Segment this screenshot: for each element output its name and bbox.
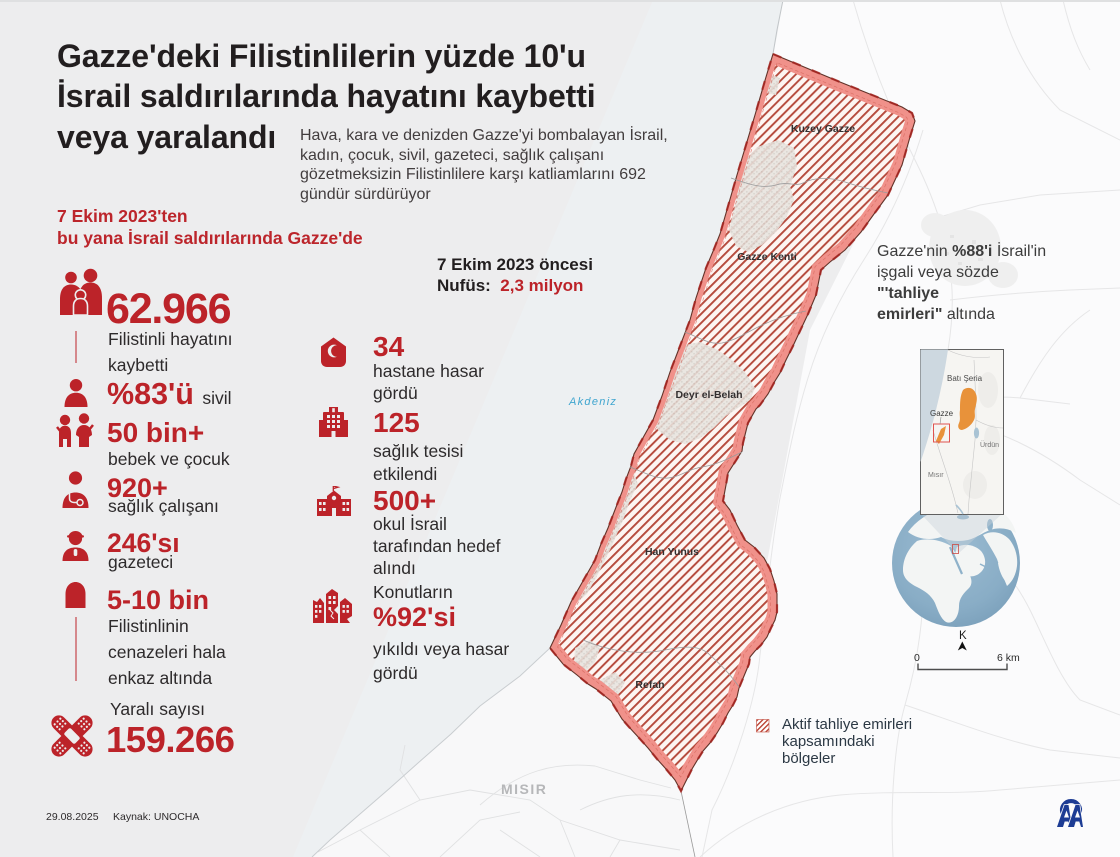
svg-text:0: 0 <box>914 652 920 664</box>
svg-text:Gazze: Gazze <box>930 409 954 418</box>
svg-text:Han Yunus: Han Yunus <box>645 546 699 558</box>
svg-text:Kuzey Gazze: Kuzey Gazze <box>791 123 855 135</box>
svg-text:Refah: Refah <box>635 679 664 691</box>
svg-text:6 km: 6 km <box>997 652 1020 664</box>
svg-text:Deyr el-Belah: Deyr el-Belah <box>675 389 742 401</box>
svg-text:Batı Şeria: Batı Şeria <box>947 374 983 383</box>
svg-text:Mısır: Mısır <box>928 472 944 479</box>
svg-text:Gazze Kenti: Gazze Kenti <box>737 251 797 263</box>
svg-text:K: K <box>959 630 967 642</box>
svg-text:Ürdün: Ürdün <box>980 441 999 449</box>
svg-text:MISIR: MISIR <box>501 781 547 797</box>
svg-text:Akdeniz: Akdeniz <box>568 396 617 408</box>
